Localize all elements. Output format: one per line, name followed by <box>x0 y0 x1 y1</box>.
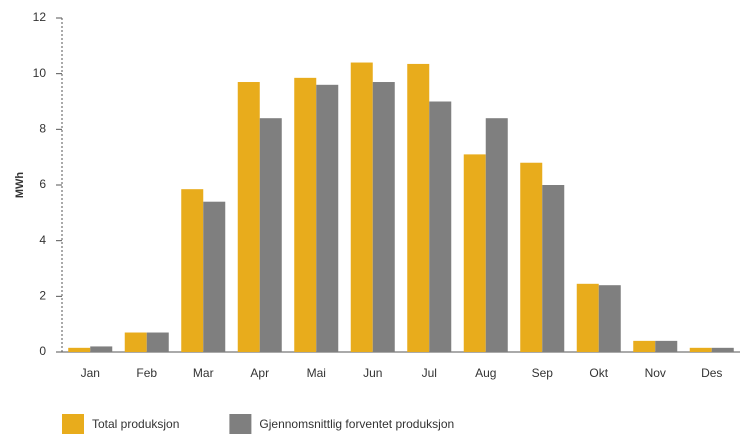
x-tick-label: Sep <box>532 366 554 380</box>
bar <box>316 84 339 353</box>
x-tick-label: Nov <box>645 366 666 380</box>
bar <box>124 332 147 352</box>
legend-swatch <box>229 414 252 434</box>
x-tick-label: Jan <box>81 366 100 380</box>
y-tick-label: 10 <box>33 66 47 80</box>
bar <box>146 332 169 352</box>
legend-swatch <box>62 414 84 434</box>
bar <box>90 346 113 352</box>
x-tick-label: Apr <box>250 366 269 380</box>
bar <box>407 63 430 353</box>
bar <box>598 285 621 352</box>
bar <box>203 201 226 352</box>
y-tick-label: 6 <box>39 177 46 191</box>
y-tick-label: 8 <box>39 122 46 136</box>
legend-label: Gjennomsnittlig forventet produksjon <box>259 417 454 431</box>
bar <box>237 82 260 353</box>
y-tick-label: 0 <box>39 344 46 358</box>
y-axis-label: MWh <box>14 172 26 199</box>
x-tick-label: Jun <box>363 366 382 380</box>
x-tick-label: Mai <box>307 366 326 380</box>
x-tick-label: Feb <box>136 366 157 380</box>
bar <box>429 101 452 352</box>
bar <box>655 340 678 352</box>
bar <box>259 118 282 352</box>
y-tick-label: 12 <box>33 10 47 24</box>
bar <box>520 162 543 352</box>
bar <box>485 118 508 352</box>
x-tick-label: Des <box>701 366 722 380</box>
x-tick-label: Mar <box>193 366 214 380</box>
y-tick-label: 2 <box>39 289 46 303</box>
bar <box>576 283 599 352</box>
bar <box>68 347 91 352</box>
bar <box>350 62 373 353</box>
x-tick-label: Jul <box>422 366 437 380</box>
bar <box>372 82 395 353</box>
bar <box>689 347 712 352</box>
y-tick-label: 4 <box>39 233 46 247</box>
bar <box>463 154 486 352</box>
x-tick-label: Aug <box>475 366 496 380</box>
bar <box>711 347 734 352</box>
bar <box>633 340 656 352</box>
bar <box>542 185 565 352</box>
bar <box>181 189 204 352</box>
x-tick-label: Okt <box>589 366 608 380</box>
legend-label: Total produksjon <box>92 417 179 431</box>
bar <box>294 77 317 352</box>
